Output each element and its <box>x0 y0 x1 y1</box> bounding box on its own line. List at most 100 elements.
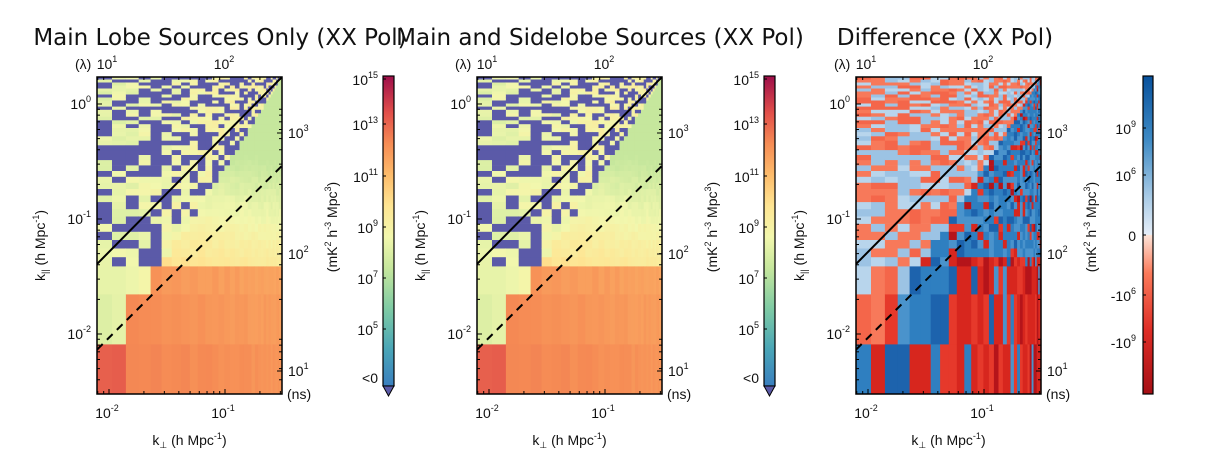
heatmap-cell <box>518 79 531 83</box>
heatmap-cell <box>1035 201 1038 210</box>
heatmap-cell <box>1013 170 1018 177</box>
heatmap-cell <box>871 127 886 133</box>
heatmap-cell <box>648 123 651 128</box>
heatmap-cell <box>627 208 632 217</box>
heatmap-cell <box>631 144 636 151</box>
colorbar-tick-label: 107 <box>738 269 759 287</box>
heatmap-cell <box>261 112 265 117</box>
heatmap-cell <box>638 94 642 98</box>
heatmap-cell <box>112 256 127 267</box>
heatmap-cell <box>993 154 999 161</box>
heatmap-cell <box>171 140 182 146</box>
heatmap-cell <box>218 94 225 98</box>
heatmap-cell <box>656 248 659 258</box>
heatmap-cell <box>189 294 199 345</box>
heatmap-cell <box>551 239 562 249</box>
heatmap-cell <box>656 144 659 151</box>
heatmap-cell <box>993 135 999 141</box>
heatmap-cell <box>125 91 140 95</box>
heatmap-cell <box>964 149 972 155</box>
heatmap-cell <box>909 344 921 394</box>
heatmap-cell <box>239 182 245 189</box>
heatmap-cell <box>243 266 249 295</box>
heatmap-cell <box>641 85 645 89</box>
heatmap-cell <box>631 149 636 155</box>
heatmap-cell <box>648 239 651 249</box>
heatmap-cell <box>897 223 910 232</box>
heatmap-cell <box>1002 149 1008 155</box>
heatmap-cell <box>205 135 213 141</box>
heatmap-cell <box>247 223 252 232</box>
heatmap-cell <box>266 131 269 137</box>
heatmap-cell <box>634 112 639 117</box>
heatmap-cell <box>1022 154 1026 161</box>
heatmap-cell <box>125 106 140 110</box>
heatmap-cell <box>638 154 642 161</box>
heatmap-cell <box>212 79 219 83</box>
heatmap-cell <box>276 216 279 224</box>
heatmap-cell <box>1022 266 1026 295</box>
heatmap-cell <box>239 97 245 101</box>
heatmap-cell <box>971 170 978 177</box>
heatmap-cell <box>983 131 990 137</box>
heatmap-cell <box>1013 144 1018 151</box>
heatmap-cell <box>614 170 620 177</box>
heatmap-cell <box>270 165 274 171</box>
heatmap-cell <box>1017 79 1021 83</box>
heatmap-cell <box>909 77 921 80</box>
heatmap-cell <box>505 201 520 210</box>
heatmap-cell <box>266 123 269 128</box>
heatmap-cell <box>1010 188 1015 196</box>
heatmap-cell <box>161 208 173 217</box>
heatmap-cell <box>993 170 999 177</box>
heatmap-cell <box>112 170 127 177</box>
heatmap-cell <box>150 208 162 217</box>
heatmap-cell <box>1029 195 1033 203</box>
heatmap-cell <box>646 120 649 125</box>
heatmap-cell <box>871 106 886 110</box>
heatmap-cell <box>641 182 645 189</box>
heatmap-cell <box>641 170 645 177</box>
heatmap-cell <box>505 294 520 345</box>
heatmap-cell <box>614 208 620 217</box>
heatmap-cell <box>243 188 249 196</box>
heatmap-cell <box>956 103 965 107</box>
heatmap-cell <box>619 97 625 101</box>
heatmap-cell <box>1017 344 1021 394</box>
heatmap-cell <box>181 256 191 267</box>
heatmap-cell <box>1002 103 1008 107</box>
heatmap-cell <box>609 216 616 224</box>
heatmap-cell <box>261 127 265 133</box>
heatmap-cell <box>1022 79 1026 83</box>
heatmap-cell <box>659 176 662 183</box>
heatmap-cell <box>251 170 256 177</box>
heatmap-cell <box>654 140 657 146</box>
heatmap-cell <box>171 182 182 189</box>
colorbar-tick-label: 1015 <box>352 70 378 88</box>
heatmap-cell <box>983 294 990 345</box>
heatmap-cell <box>956 223 965 232</box>
heatmap-cell <box>909 248 921 258</box>
heatmap-cell <box>948 266 958 295</box>
heatmap-cell <box>254 91 259 95</box>
heatmap-cell <box>243 140 249 146</box>
heatmap-cell <box>277 77 280 80</box>
heatmap-cell <box>1010 248 1015 258</box>
heatmap-cell <box>212 165 219 171</box>
heatmap-cell <box>1010 294 1015 345</box>
heatmap-cell <box>247 256 252 267</box>
heatmap-cell <box>1027 91 1030 95</box>
heatmap-cell <box>627 123 632 128</box>
colorbar-label: (mK2 h-3 Mpc3) <box>323 182 340 272</box>
heatmap-cell <box>239 154 245 161</box>
heatmap-cell <box>1002 140 1008 146</box>
heatmap-cell <box>205 195 213 203</box>
heatmap-cell <box>623 116 629 121</box>
heatmap-cell <box>261 135 265 141</box>
heatmap-cell <box>909 97 921 101</box>
heatmap-cell <box>551 79 562 83</box>
heatmap-cell <box>197 103 206 107</box>
heatmap-cell <box>623 165 629 171</box>
heatmap-cell <box>1036 176 1039 183</box>
heatmap-cell <box>652 195 655 203</box>
